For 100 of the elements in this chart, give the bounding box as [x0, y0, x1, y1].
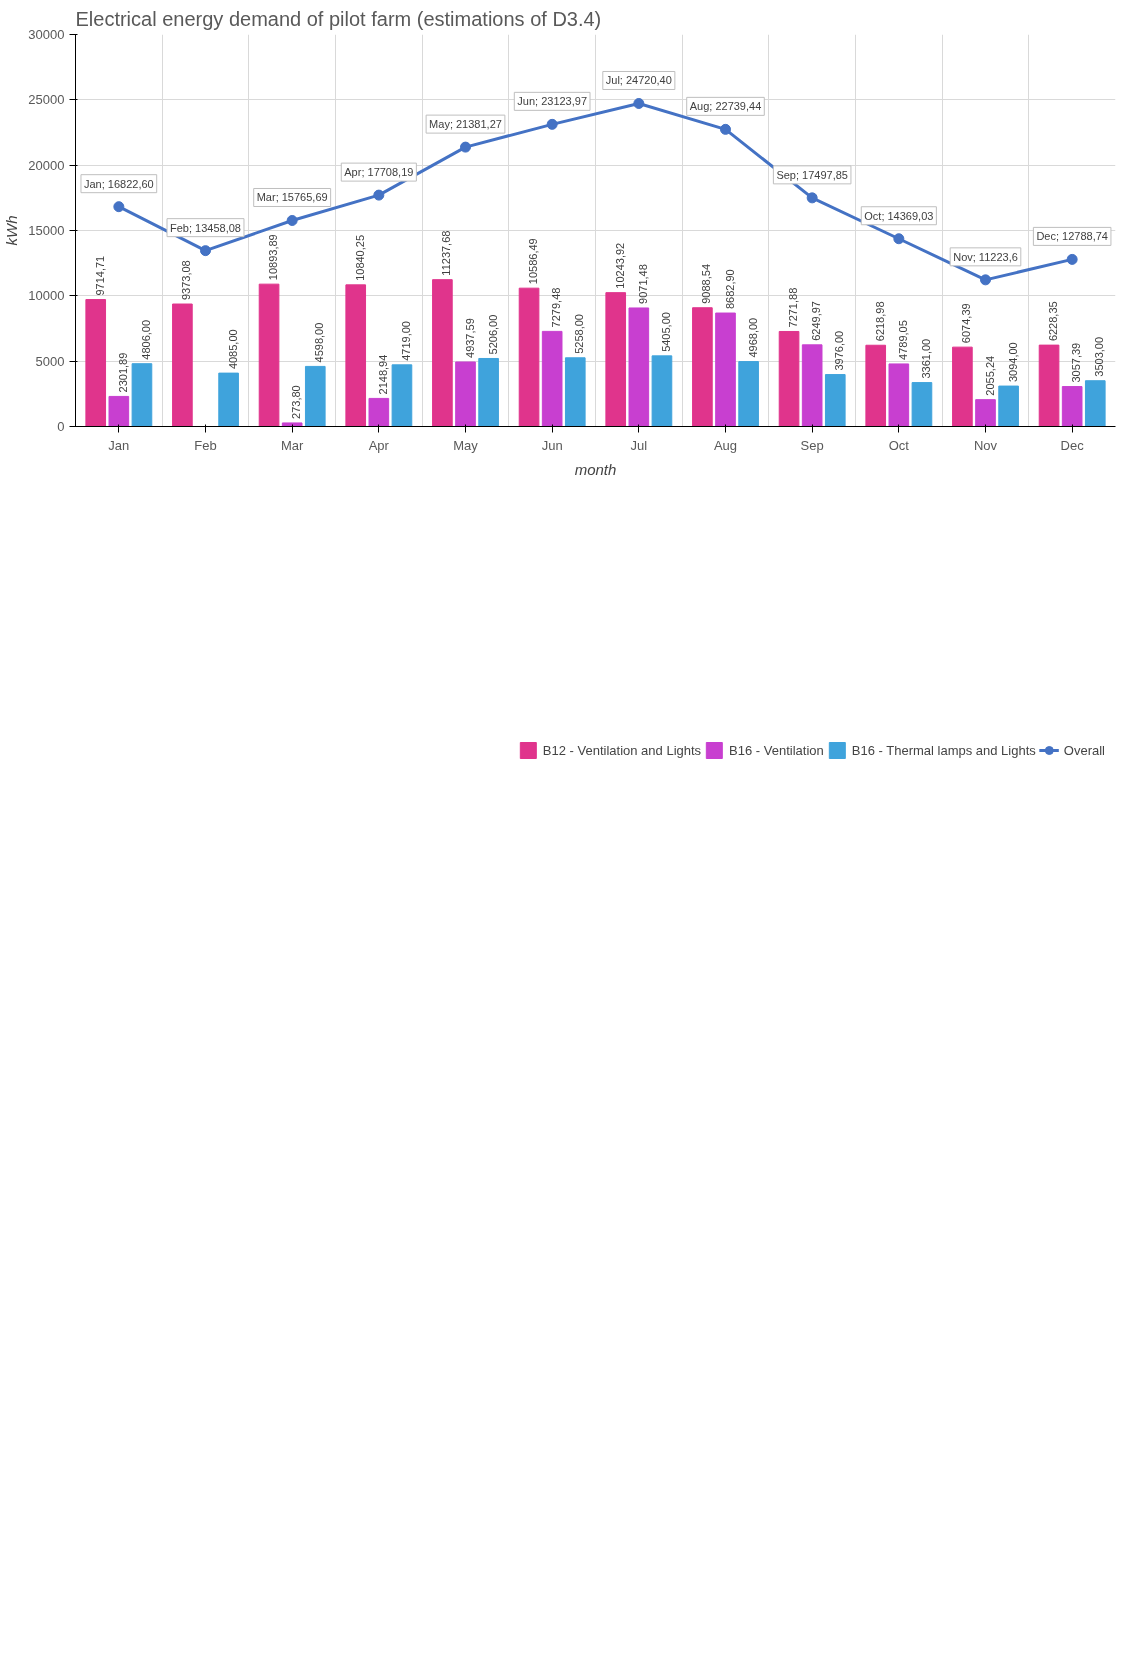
bar: [628, 307, 650, 427]
data-label: 11237,68: [440, 230, 453, 276]
point: [720, 123, 731, 135]
bar: [478, 357, 499, 427]
point: [893, 233, 905, 245]
data-label: 4598,00: [313, 322, 326, 363]
bar: [391, 364, 413, 427]
bar: [564, 357, 586, 427]
x-tick-label: Jun: [541, 437, 563, 453]
y-tick-label: 25000: [28, 92, 65, 108]
data-label: Aug; 22739,44: [689, 100, 762, 113]
y-tick-label: 15000: [28, 223, 65, 238]
bar: [651, 355, 673, 427]
bar: [888, 363, 910, 427]
data-label: 5258,00: [573, 314, 586, 354]
data-label: 7271,88: [787, 287, 800, 328]
x-tick-label: May: [453, 437, 479, 453]
data-label: 6228,35: [1047, 301, 1060, 342]
data-label: 5206,00: [486, 314, 499, 355]
point: [546, 118, 558, 130]
point: [806, 192, 818, 204]
x-tick-label: Jan: [108, 437, 130, 453]
legend-label: B12 - Ventilation and Lights: [542, 742, 702, 758]
bar: [952, 346, 973, 427]
data-label: 4789,05: [896, 320, 909, 360]
data-label: 3976,00: [833, 330, 846, 371]
data-label: 10586,49: [527, 238, 540, 285]
bar: [824, 374, 846, 427]
data-label: 5405,00: [659, 312, 672, 352]
bar: [541, 330, 563, 427]
bar: [975, 399, 996, 427]
bar: [432, 279, 453, 427]
data-label: Nov; 11223,6: [953, 250, 1018, 263]
data-label: 3057,39: [1070, 342, 1083, 383]
bar: [131, 363, 153, 427]
data-label: 4968,00: [746, 317, 759, 358]
x-tick-label: Oct: [888, 437, 910, 453]
bar: [801, 344, 823, 427]
bar: [218, 372, 239, 427]
y-tick-label: 20000: [28, 157, 65, 173]
data-label: 4937,59: [463, 318, 476, 358]
x-tick-label: Dec: [1060, 437, 1085, 453]
bar: [998, 385, 1019, 427]
data-label: May; 21381,27: [429, 118, 502, 131]
bar: [778, 330, 800, 427]
data-label: Jun; 23123,97: [517, 95, 588, 108]
x-tick-label: Jul: [630, 437, 648, 453]
x-tick-label: Aug: [713, 437, 738, 453]
chart-title: Electrical energy demand of pilot farm (estimations of D3.4): [75, 7, 602, 30]
data-label: Dec; 12788,74: [1036, 230, 1108, 243]
legend-label: B16 - Ventilation: [729, 742, 824, 758]
x-tick-label: Sep: [800, 437, 824, 453]
bar: [368, 397, 390, 427]
point: [373, 189, 385, 201]
data-label: 6218,98: [873, 301, 886, 342]
bar: [911, 382, 933, 427]
bar: [865, 344, 887, 427]
data-label: 2301,89: [116, 352, 129, 393]
bar: [1061, 386, 1083, 427]
data-label: 3094,00: [1006, 342, 1019, 383]
x-tick-label: Apr: [368, 437, 390, 453]
data-label: Oct; 14369,03: [864, 209, 934, 222]
data-label: 6249,97: [810, 301, 823, 341]
point: [286, 215, 298, 226]
data-label: Jan; 16822,60: [83, 177, 154, 190]
data-label: Jul; 24720,40: [605, 74, 672, 87]
bar: [455, 361, 476, 427]
x-tick-label: Nov: [973, 437, 998, 453]
data-label: 3503,00: [1093, 336, 1106, 377]
bar: [692, 307, 713, 427]
data-label: 2055,24: [983, 355, 996, 396]
y-tick-label: 10000: [28, 288, 65, 304]
data-label: 10840,25: [353, 234, 366, 281]
point: [1066, 253, 1078, 265]
data-label: Mar; 15765,69: [256, 191, 328, 204]
bar: [518, 287, 540, 427]
bar: [605, 292, 627, 427]
data-label: 4085,00: [226, 329, 239, 370]
x-tick-label: Feb: [194, 437, 217, 453]
bar: [738, 361, 759, 427]
bar: [281, 422, 303, 427]
data-label: 9373,08: [180, 260, 193, 301]
x-axis-title: month: [574, 460, 617, 478]
data-label: 4806,00: [139, 319, 152, 360]
bar: [304, 365, 326, 427]
bar: [172, 303, 193, 427]
y-axis-title: kWh: [3, 215, 21, 246]
y-tick-label: 0: [57, 419, 65, 434]
point: [633, 98, 645, 109]
bar: [345, 284, 367, 427]
legend-label: B16 - Thermal lamps and Lights: [851, 742, 1036, 758]
data-label: 4719,00: [399, 321, 412, 361]
bar: [258, 283, 280, 427]
data-label: 9714,71: [93, 255, 106, 296]
data-label: 10243,92: [613, 242, 626, 289]
data-label: 9088,54: [700, 263, 713, 304]
data-label: Sep; 17497,85: [776, 168, 848, 181]
y-tick-label: 30000: [28, 27, 65, 42]
data-label: 2148,94: [376, 354, 389, 395]
point: [200, 245, 211, 257]
